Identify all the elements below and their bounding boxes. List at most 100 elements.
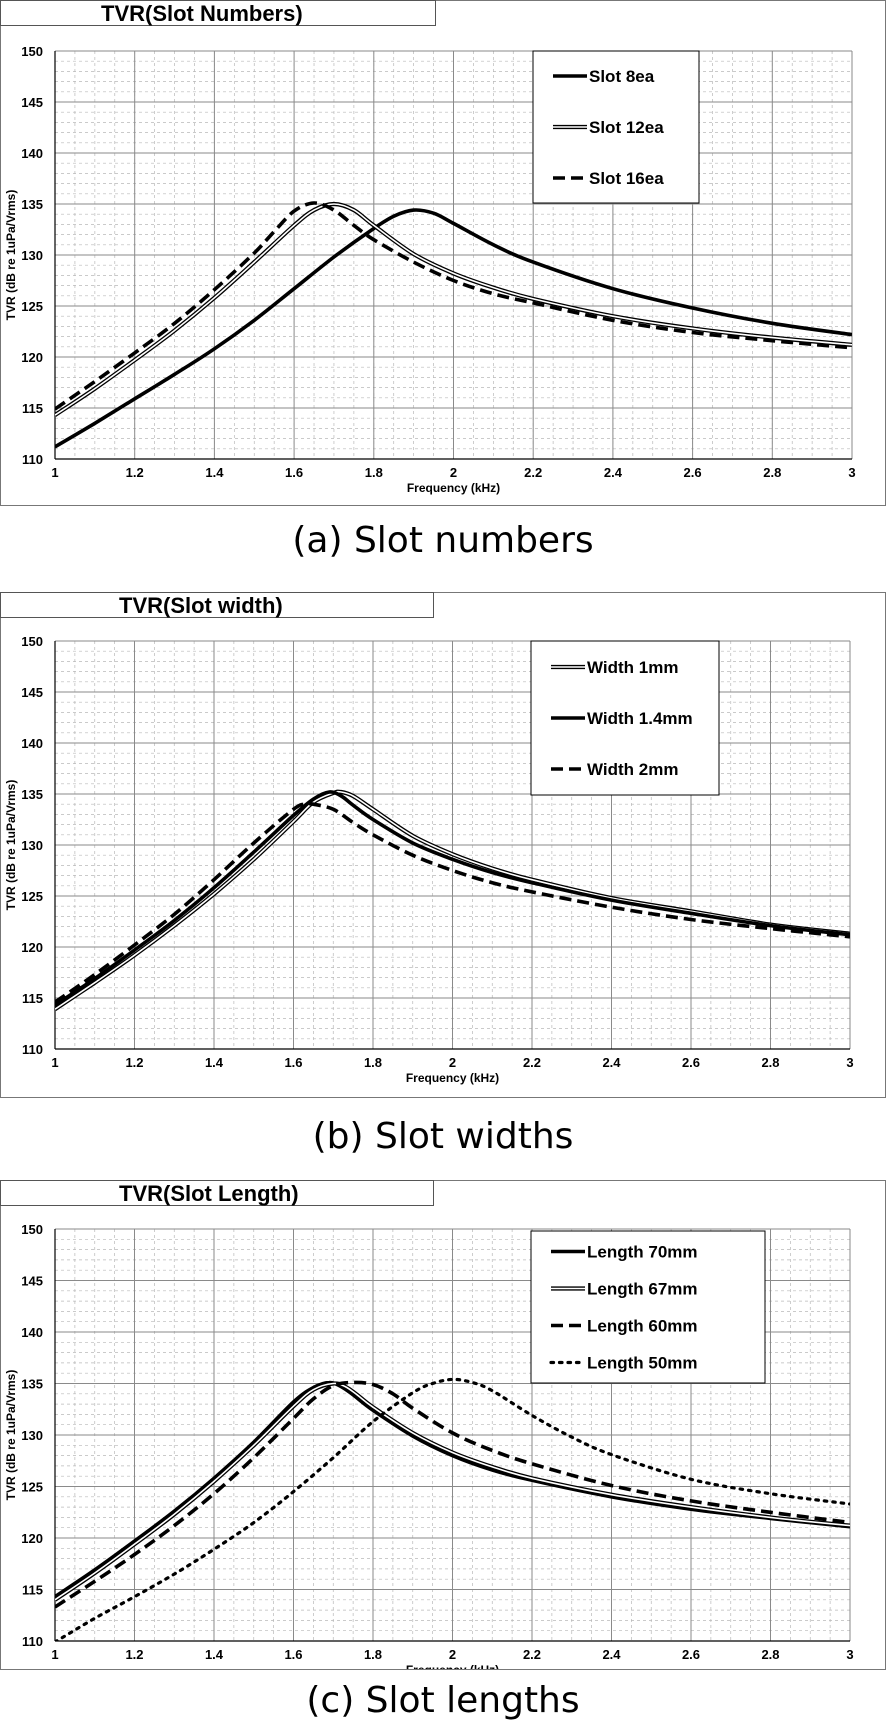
x-axis-label: Frequency (kHz) (407, 481, 500, 495)
y-tick-label: 125 (21, 299, 43, 314)
legend-label: Length 70mm (587, 1243, 698, 1262)
y-tick-label: 135 (21, 197, 43, 212)
x-tick-label: 2.4 (602, 1055, 621, 1070)
x-tick-label: 1.8 (364, 1055, 382, 1070)
y-tick-label: 135 (21, 787, 43, 802)
series-group (55, 1377, 850, 1641)
x-tick-label: 1.4 (205, 1055, 224, 1070)
x-tick-label: 1.2 (125, 1055, 143, 1070)
legend-label: Length 67mm (587, 1280, 698, 1299)
panel-c: 1 1.2 1.4 1.6 1.8 2 2.2 2.4 2.6 2.8 3 110 115 120 125 1… (0, 1180, 886, 1731)
x-axis-label: Frequency (kHz) (406, 1663, 499, 1669)
x-tick-label: 1 (51, 465, 58, 480)
y-tick-label: 120 (21, 940, 43, 955)
x-tick-label: 2.6 (684, 465, 702, 480)
figure-caption: (a) Slot numbers (292, 520, 594, 561)
x-tick-label: 2.8 (761, 1055, 779, 1070)
series-line (55, 801, 850, 1004)
series-line-inner (55, 1382, 850, 1601)
x-tick-label: 2.8 (763, 465, 781, 480)
x-tick-label: 3 (846, 1647, 853, 1662)
y-tick-label: 150 (21, 634, 43, 649)
x-tick-label: 1 (51, 1055, 58, 1070)
y-tick-label: 130 (21, 838, 43, 853)
x-tick-label: 1.8 (365, 465, 383, 480)
x-tick-label: 2 (449, 1647, 456, 1662)
legend-label: Width 1mm (587, 658, 678, 677)
x-tick-label: 1.4 (205, 465, 224, 480)
series-line (55, 1380, 850, 1609)
x-tick-label: 1.6 (284, 1647, 302, 1662)
legend-label: Slot 12ea (589, 118, 664, 137)
x-tick-label: 2.6 (682, 1055, 700, 1070)
y-tick-label: 110 (22, 452, 43, 467)
x-tick-label: 2.2 (524, 465, 542, 480)
series-line (55, 1377, 850, 1641)
chart-frame: 1 1.2 1.4 1.6 1.8 2 2.2 2.4 2.6 2.8 3 110 115 120 125 1… (0, 592, 886, 1098)
x-tick-label: 2 (449, 1055, 456, 1070)
y-tick-label: 145 (21, 95, 43, 110)
y-axis-label: TVR (dB re 1uPa/Vrms) (4, 780, 18, 911)
legend-label: Slot 8ea (589, 67, 655, 86)
tvr-chart: 1 1.2 1.4 1.6 1.8 2 2.2 2.4 2.6 2.8 3 110 115 120 125 1… (4, 44, 856, 495)
x-tick-label: 2.2 (523, 1647, 541, 1662)
y-tick-label: 115 (22, 401, 43, 416)
tvr-chart: 1 1.2 1.4 1.6 1.8 2 2.2 2.4 2.6 2.8 3 110 115 120 125 1… (4, 634, 854, 1085)
y-tick-label: 150 (21, 44, 43, 59)
x-tick-label: 1.2 (125, 1647, 143, 1662)
y-tick-label: 125 (21, 1480, 43, 1495)
y-tick-label: 120 (21, 350, 43, 365)
x-tick-label: 2.6 (682, 1647, 700, 1662)
y-tick-label: 110 (22, 1634, 43, 1649)
x-tick-label: 1.6 (285, 465, 303, 480)
chart-title: TVR(Slot Length) (0, 1180, 434, 1206)
series-line-inner (55, 203, 852, 416)
series-line (55, 790, 850, 1007)
y-axis-label: TVR (dB re 1uPa/Vrms) (4, 190, 18, 321)
y-tick-label: 110 (22, 1042, 43, 1057)
y-tick-label: 140 (21, 736, 43, 751)
x-tick-label: 2.2 (523, 1055, 541, 1070)
y-tick-label: 140 (21, 146, 43, 161)
x-tick-label: 1 (51, 1647, 58, 1662)
x-axis-label: Frequency (kHz) (406, 1071, 499, 1085)
y-tick-label: 145 (21, 1274, 43, 1289)
x-tick-label: 2.4 (604, 465, 623, 480)
y-tick-label: 115 (22, 991, 43, 1006)
legend-label: Width 2mm (587, 760, 678, 779)
x-tick-label: 2 (450, 465, 457, 480)
y-tick-label: 145 (21, 685, 43, 700)
x-tick-label: 3 (848, 465, 855, 480)
y-tick-label: 135 (21, 1377, 43, 1392)
y-axis-label: TVR (dB re 1uPa/Vrms) (4, 1370, 18, 1501)
chart-title: TVR(Slot Numbers) (0, 0, 436, 26)
y-tick-label: 150 (21, 1222, 43, 1237)
figure-caption: (c) Slot lengths (306, 1680, 580, 1721)
legend-label: Length 60mm (587, 1317, 698, 1336)
y-tick-label: 120 (21, 1531, 43, 1546)
y-tick-label: 130 (21, 1428, 43, 1443)
legend-box (530, 1230, 766, 1384)
chart-frame: 1 1.2 1.4 1.6 1.8 2 2.2 2.4 2.6 2.8 3 110 115 120 125 1… (0, 0, 886, 506)
series-group (55, 201, 852, 449)
series-line-inner (55, 790, 850, 1010)
x-tick-label: 1.8 (364, 1647, 382, 1662)
figure-caption: (b) Slot widths (312, 1116, 574, 1157)
y-tick-label: 115 (22, 1583, 43, 1598)
x-tick-label: 1.2 (126, 465, 144, 480)
tvr-chart: 1 1.2 1.4 1.6 1.8 2 2.2 2.4 2.6 2.8 3 110 115 120 125 1… (4, 1222, 854, 1677)
legend-label: Slot 16ea (589, 169, 664, 188)
y-tick-label: 140 (21, 1325, 43, 1340)
panel-a: 1 1.2 1.4 1.6 1.8 2 2.2 2.4 2.6 2.8 3 110 115 120 125 1… (0, 0, 886, 568)
series-line (55, 201, 852, 411)
chart-title: TVR(Slot width) (0, 592, 434, 618)
series-line (55, 208, 852, 449)
x-tick-label: 1.6 (284, 1055, 302, 1070)
legend-label: Length 50mm (587, 1354, 698, 1373)
chart-frame: 1 1.2 1.4 1.6 1.8 2 2.2 2.4 2.6 2.8 3 110 115 120 125 1… (0, 1180, 886, 1677)
x-tick-label: 1.4 (205, 1647, 224, 1662)
x-tick-label: 2.4 (602, 1647, 621, 1662)
major-grid (54, 50, 853, 460)
legend-label: Width 1.4mm (587, 709, 693, 728)
x-tick-label: 2.8 (761, 1647, 779, 1662)
